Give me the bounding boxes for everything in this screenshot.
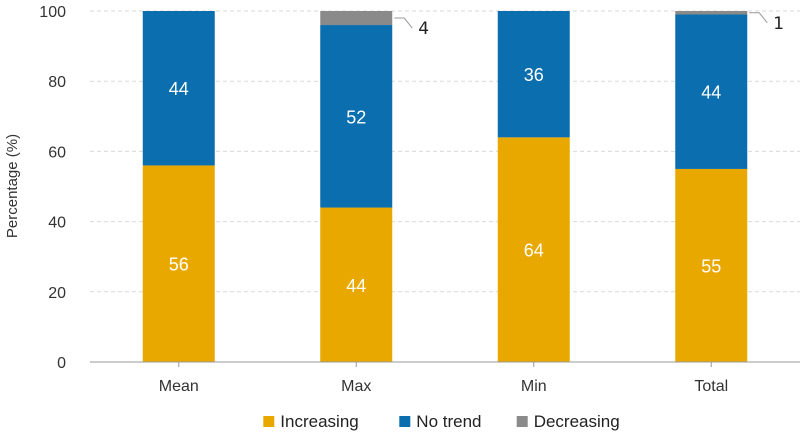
data-label-total-no-trend: 44: [701, 83, 721, 103]
axes: 0 20 40 60 80 100 Mean Max Min Total: [39, 4, 800, 395]
y-tick-label-60: 60: [48, 144, 66, 161]
bar-mean-no-trend: [142, 11, 215, 166]
y-axis-title: Percentage (%): [4, 134, 21, 238]
bar-mean-increasing: [142, 165, 215, 362]
bar-max-increasing: [320, 207, 393, 362]
legend: Increasing No trend Decreasing: [263, 412, 620, 431]
legend-label-increasing: Increasing: [280, 412, 358, 431]
bar-max-decreasing: [320, 11, 393, 26]
data-label-max-no-trend: 52: [346, 107, 366, 127]
data-label-max-increasing: 44: [346, 276, 366, 296]
x-tick-label-max: Max: [341, 378, 371, 395]
legend-label-decreasing: Decreasing: [534, 412, 620, 431]
y-tick-label-40: 40: [48, 215, 66, 232]
legend-swatch-increasing: [263, 416, 275, 427]
y-tick-label-20: 20: [48, 285, 66, 302]
bar-max-no-trend: [320, 25, 393, 208]
bar-min-increasing: [497, 137, 570, 362]
bar-min-no-trend: [497, 11, 570, 138]
legend-swatch-no-trend: [399, 416, 411, 427]
data-labels: 56 44 44 52 4 64 36 55 44 1: [169, 12, 784, 296]
bars: [142, 11, 748, 362]
x-tick-label-total: Total: [694, 378, 728, 395]
bar-total-no-trend: [675, 14, 748, 169]
bar-total-decreasing: [675, 11, 748, 15]
callout-line-total: [749, 12, 768, 24]
data-label-min-no-trend: 36: [524, 65, 544, 85]
data-label-mean-no-trend: 44: [169, 79, 189, 99]
data-label-total-decreasing: 1: [773, 14, 784, 34]
callout-line-max: [394, 17, 413, 29]
x-tick-label-mean: Mean: [159, 378, 199, 395]
y-tick-label-100: 100: [39, 4, 66, 21]
y-tick-label-0: 0: [57, 355, 66, 372]
data-label-min-increasing: 64: [524, 241, 544, 261]
x-tick-label-min: Min: [521, 378, 547, 395]
legend-swatch-decreasing: [516, 416, 528, 427]
data-label-mean-increasing: 56: [169, 255, 189, 275]
bar-total-increasing: [675, 168, 748, 362]
y-tick-label-80: 80: [48, 74, 66, 91]
data-label-total-increasing: 55: [701, 256, 721, 276]
data-label-max-decreasing: 4: [418, 19, 429, 39]
legend-label-no-trend: No trend: [416, 412, 481, 431]
